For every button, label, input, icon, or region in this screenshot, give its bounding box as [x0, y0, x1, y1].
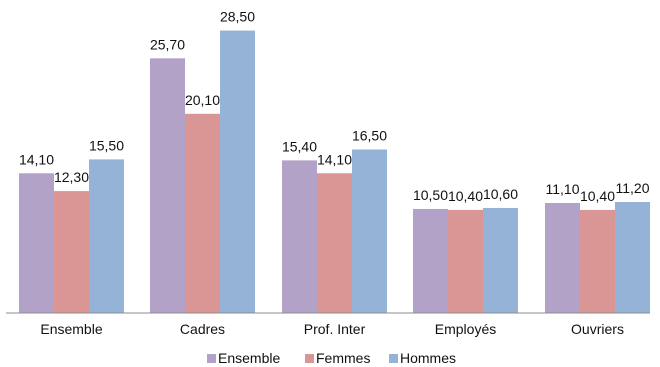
legend-swatch-ensemble	[207, 354, 216, 363]
bar-employes-femmes	[448, 209, 483, 313]
bar-ensemble-hommes	[89, 159, 124, 313]
bar-cadres-hommes	[220, 30, 255, 313]
value-labels-layer: 14,1012,3015,5025,7020,1028,5015,4014,10…	[19, 9, 650, 204]
value-label-ouvriers-ensemble: 11,10	[546, 181, 580, 197]
category-label-employes: Employés	[435, 321, 496, 337]
legend-label-hommes: Hommes	[400, 350, 456, 366]
bar-cadres-ensemble	[150, 58, 185, 313]
bar-prof-inter-ensemble	[282, 160, 317, 313]
bar-employes-hommes	[483, 207, 518, 313]
category-label-cadres: Cadres	[180, 321, 225, 337]
value-label-ouvriers-hommes: 11,20	[616, 180, 650, 196]
bar-ouvriers-hommes	[615, 202, 650, 313]
value-label-prof-inter-ensemble: 15,40	[282, 138, 317, 154]
category-label-ensemble: Ensemble	[40, 321, 102, 337]
category-label-ouvriers: Ouvriers	[571, 321, 624, 337]
value-label-cadres-femmes: 20,10	[185, 92, 220, 108]
category-labels-layer: Ensemble Cadres Prof. Inter Employés Ouvrier…	[40, 321, 624, 337]
value-label-cadres-hommes: 28,50	[220, 9, 255, 25]
value-label-employes-femmes: 10,40	[448, 188, 483, 204]
bar-ensemble-femmes	[54, 191, 89, 313]
value-label-ensemble-hommes: 15,50	[89, 137, 124, 153]
legend-swatch-hommes	[389, 354, 398, 363]
bar-cadres-femmes	[185, 113, 220, 314]
category-label-prof-inter: Prof. Inter	[304, 321, 366, 337]
value-label-prof-inter-hommes: 16,50	[352, 127, 387, 143]
bar-ensemble-ensemble	[19, 173, 54, 313]
legend: Ensemble Femmes Hommes	[207, 350, 456, 366]
value-label-prof-inter-femmes: 14,10	[317, 151, 352, 167]
bar-employes-ensemble	[413, 208, 448, 313]
value-label-ouvriers-femmes: 10,40	[580, 188, 615, 204]
value-label-employes-hommes: 10,60	[483, 186, 518, 202]
bar-ouvriers-ensemble	[545, 202, 580, 313]
bar-ouvriers-femmes	[580, 209, 615, 313]
bar-prof-inter-femmes	[317, 173, 352, 313]
bars-layer	[19, 30, 650, 314]
legend-label-femmes: Femmes	[316, 350, 370, 366]
value-label-employes-ensemble: 10,50	[413, 187, 448, 203]
value-label-ensemble-ensemble: 14,10	[19, 151, 54, 167]
legend-swatch-femmes	[305, 354, 314, 363]
value-label-ensemble-femmes: 12,30	[54, 169, 89, 185]
value-label-cadres-ensemble: 25,70	[150, 36, 185, 52]
bar-prof-inter-hommes	[352, 149, 387, 313]
legend-label-ensemble: Ensemble	[218, 350, 280, 366]
